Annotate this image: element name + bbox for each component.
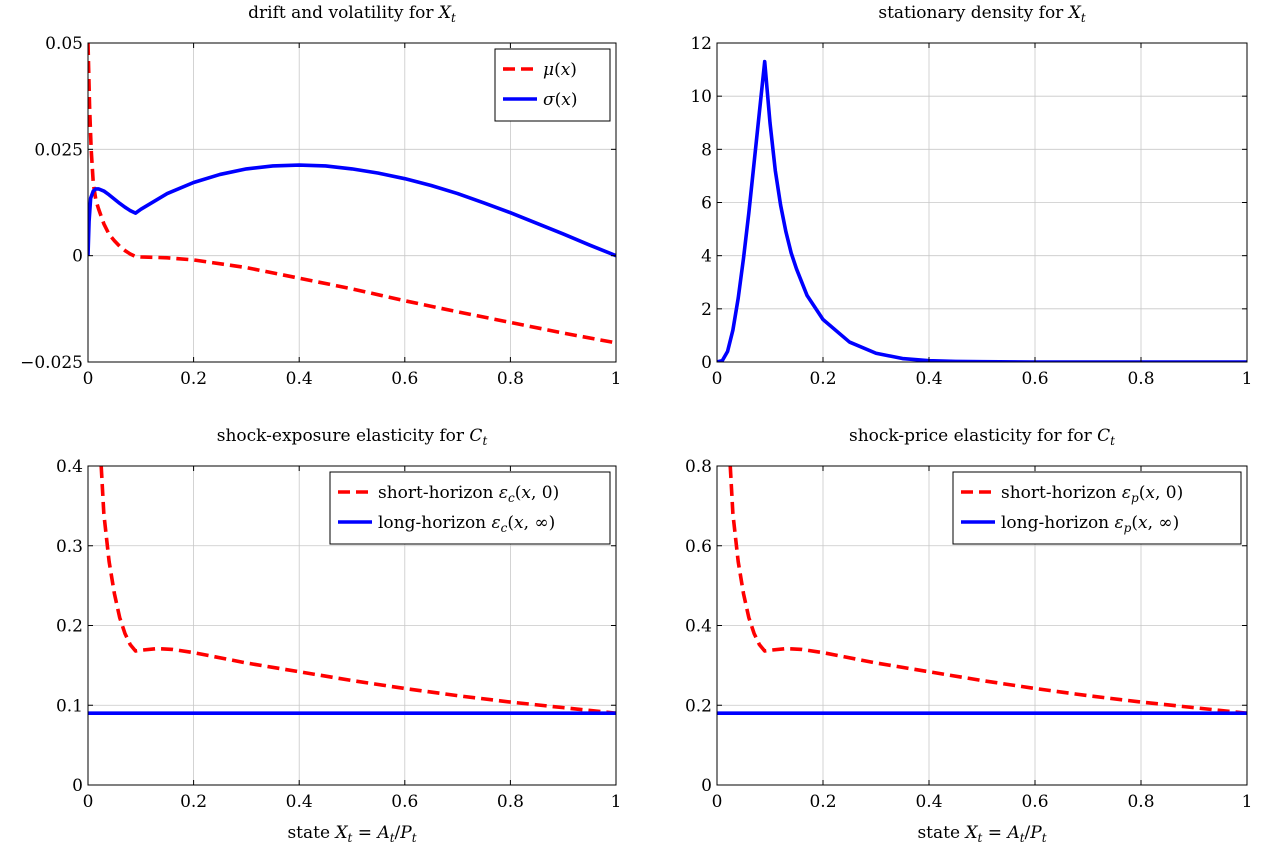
legend: short-horizon εc(x, 0) long-horizon εc(x,… (329, 471, 611, 545)
y-tick-label: 10 (690, 87, 712, 107)
y-tick-label: 6 (701, 194, 712, 214)
x-tick-label: 0.4 (915, 792, 942, 812)
chart-panel-4: 0 0.2 0.4 0.6 0.8 1 0 0.2 0.4 0.6 0.8 shock-price e… (685, 426, 1252, 845)
chart-panel-3: 0 0.2 0.4 0.6 0.8 1 0 0.1 0.2 0.3 0.4 shock-exposur… (56, 426, 621, 845)
y-tick-label: 0.6 (685, 537, 712, 557)
series-line-dashed (88, 43, 616, 345)
x-tick-label: 0.2 (180, 792, 207, 812)
y-tick-label: 8 (701, 140, 712, 160)
x-tick-label: 1 (611, 792, 622, 812)
x-tick-label: 0.2 (809, 369, 836, 389)
y-tick-label: 0.8 (685, 457, 712, 477)
y-tick-label: 0 (701, 776, 712, 796)
legend-label: σ(x) (543, 90, 577, 110)
x-tick-label: 0.4 (915, 369, 942, 389)
legend-box (952, 471, 1242, 545)
legend-label: short-horizon εp(x, 0) (1001, 483, 1183, 505)
chart-title-2: stationary density for Xt (878, 3, 1085, 25)
legend-label: μ(x) (543, 60, 577, 80)
y-tick-label: 0.4 (685, 617, 712, 637)
legend-box (494, 48, 611, 122)
legend-box (329, 471, 611, 545)
y-tick-label: 0.2 (685, 696, 712, 716)
legend-label: long-horizon εc(x, ∞) (378, 513, 555, 535)
x-tick-label: 0.6 (391, 792, 418, 812)
x-tick-label: 0.8 (1127, 369, 1154, 389)
x-tick-label: 0.2 (809, 792, 836, 812)
series-line-dashed (99, 466, 616, 716)
x-tick-label: 0.6 (391, 369, 418, 389)
x-tick-label: 0.6 (1021, 792, 1048, 812)
y-tick-label: 0.05 (45, 34, 83, 54)
chart-title-3: shock-exposure elasticity for Ct (217, 426, 488, 448)
y-tick-label: 0 (72, 247, 83, 267)
x-tick-label: 0.6 (1021, 369, 1048, 389)
plot-frame (87, 42, 617, 363)
x-tick-label: 0.4 (286, 369, 313, 389)
x-tick-label: 0.4 (286, 792, 313, 812)
legend: short-horizon εp(x, 0) long-horizon εp(x,… (952, 471, 1242, 545)
x-tick-label: 1 (1242, 792, 1253, 812)
x-tick-label: 0.8 (497, 369, 524, 389)
y-tick-label: 0.1 (56, 696, 83, 716)
x-tick-label: 0.2 (180, 369, 207, 389)
x-tick-label: 1 (1242, 369, 1253, 389)
chart-title-4: shock-price elasticity for for Ct (849, 426, 1115, 448)
x-tick-label: 0 (712, 792, 723, 812)
x-tick-label: 0 (83, 369, 94, 389)
y-tick-label: −0.025 (20, 353, 83, 373)
x-tick-label: 0.8 (1127, 792, 1154, 812)
x-tick-label: 0.8 (497, 792, 524, 812)
x-tick-label: 0 (712, 369, 723, 389)
y-tick-label: 0 (701, 353, 712, 373)
x-axis-label-3: state Xt = At/Pt (287, 823, 416, 845)
y-tick-label: 12 (690, 34, 712, 54)
y-tick-label: 0.3 (56, 537, 83, 557)
y-tick-label: 0.2 (56, 617, 83, 637)
y-tick-label: 0 (72, 776, 83, 796)
x-axis-label-4: state Xt = At/Pt (917, 823, 1046, 845)
legend: μ(x) σ(x) (494, 48, 611, 122)
y-tick-label: 2 (701, 300, 712, 320)
series-line-dashed (728, 466, 1247, 716)
x-tick-label: 0 (83, 792, 94, 812)
chart-title-1: drift and volatility for Xt (248, 3, 456, 25)
y-tick-label: 0.4 (56, 457, 83, 477)
y-tick-label: 4 (701, 247, 712, 267)
series-line-solid (88, 163, 616, 258)
legend-label: short-horizon εc(x, 0) (378, 483, 559, 505)
series-line-solid (717, 59, 1247, 362)
x-tick-label: 1 (611, 369, 622, 389)
y-tick-label: 0.025 (34, 140, 83, 160)
legend-label: long-horizon εp(x, ∞) (1001, 513, 1179, 535)
